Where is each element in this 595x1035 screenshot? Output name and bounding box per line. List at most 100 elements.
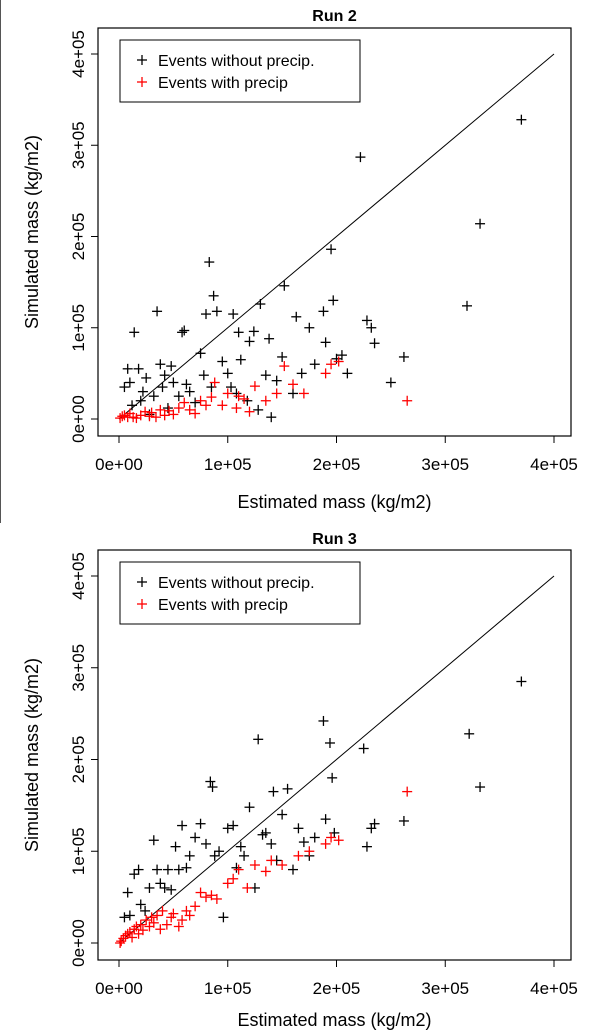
data-point (190, 832, 201, 843)
data-point (249, 860, 260, 871)
reference-line (118, 575, 555, 944)
legend-marker (137, 599, 147, 609)
data-point (190, 397, 201, 408)
data-point (279, 280, 290, 291)
data-point (233, 327, 244, 338)
legend-marker (137, 577, 147, 587)
data-point (333, 356, 344, 367)
data-point (173, 864, 184, 875)
data-point (366, 322, 377, 333)
data-point (264, 333, 275, 344)
data-point (235, 354, 246, 365)
data-point (222, 823, 233, 834)
data-point (361, 315, 372, 326)
data-point (266, 412, 277, 423)
data-point (159, 410, 170, 421)
data-point (324, 737, 335, 748)
data-point (146, 407, 157, 418)
data-point (137, 386, 148, 397)
y-tick-label: 3e+05 (69, 644, 88, 692)
x-tick-label: 3e+05 (421, 979, 469, 998)
legend-marker (137, 77, 147, 87)
chart-title: Run 2 (312, 8, 357, 25)
data-point (231, 862, 242, 873)
legend-label: Events with precip (158, 597, 288, 614)
data-point (177, 327, 188, 338)
x-tick-label: 0e+00 (95, 979, 143, 998)
legend-label: Events without precip. (158, 53, 315, 70)
data-point (190, 408, 201, 419)
y-tick-label: 3e+05 (69, 121, 88, 169)
data-point (233, 391, 244, 402)
data-point (231, 403, 242, 414)
data-point (209, 850, 220, 861)
data-point (369, 338, 380, 349)
data-point (244, 336, 255, 347)
x-tick-label: 2e+05 (313, 979, 361, 998)
series-without-precip (119, 114, 527, 423)
data-point (516, 114, 527, 125)
data-point (179, 325, 190, 336)
data-point (288, 864, 298, 875)
legend-label: Events with precip (158, 75, 288, 92)
data-point (260, 395, 271, 406)
data-point (201, 309, 211, 320)
data-point (177, 820, 188, 831)
data-point (244, 406, 255, 417)
data-point (173, 391, 184, 402)
data-point (155, 359, 166, 370)
data-point (168, 908, 179, 919)
data-point (293, 850, 304, 861)
data-point (248, 326, 259, 337)
data-point (402, 786, 413, 797)
data-point (159, 370, 170, 381)
y-tick-label: 2e+05 (69, 736, 88, 784)
data-point (168, 409, 179, 420)
chart-panel-run-2: Run 2 0e+00 1e+05 2e+05 3e+05 4e+05 0e+00 1e+05… (22, 8, 578, 512)
y-axis-label: Simulated mass (kg/m2) (22, 135, 42, 329)
data-point (135, 899, 146, 910)
x-tick-label: 1e+05 (204, 455, 252, 474)
data-point (516, 676, 527, 687)
data-point (268, 786, 279, 797)
data-point (140, 406, 151, 417)
data-point (184, 386, 195, 397)
data-point (336, 350, 347, 361)
data-point (122, 887, 133, 898)
data-point (361, 841, 372, 852)
data-point (161, 919, 172, 930)
data-point (462, 300, 472, 311)
data-point (119, 382, 130, 393)
data-point (170, 841, 181, 852)
data-point (228, 873, 239, 884)
data-point (355, 152, 366, 163)
data-point (309, 359, 320, 370)
data-point (141, 915, 152, 926)
x-tick-label: 2e+05 (313, 455, 361, 474)
data-point (155, 878, 166, 889)
data-point (152, 306, 163, 317)
data-point (211, 893, 222, 904)
x-tick-label: 0e+00 (95, 455, 143, 474)
data-point (206, 890, 217, 901)
data-point (201, 400, 211, 411)
data-point (298, 837, 309, 848)
data-point (148, 391, 159, 402)
x-tick-label: 1e+05 (204, 979, 252, 998)
data-point (231, 388, 242, 399)
data-point (222, 388, 233, 399)
data-point (206, 392, 217, 403)
data-point (152, 864, 163, 875)
series-with-precip (115, 786, 413, 948)
data-point (124, 377, 135, 388)
data-point (181, 862, 192, 873)
data-point (173, 921, 184, 932)
data-point (244, 802, 255, 813)
data-point (342, 368, 353, 379)
legend-box (119, 561, 361, 625)
data-point (266, 838, 277, 849)
page-left-rule (0, 0, 1, 523)
data-point (119, 912, 130, 923)
data-point (166, 361, 177, 372)
legend-box (119, 39, 361, 103)
